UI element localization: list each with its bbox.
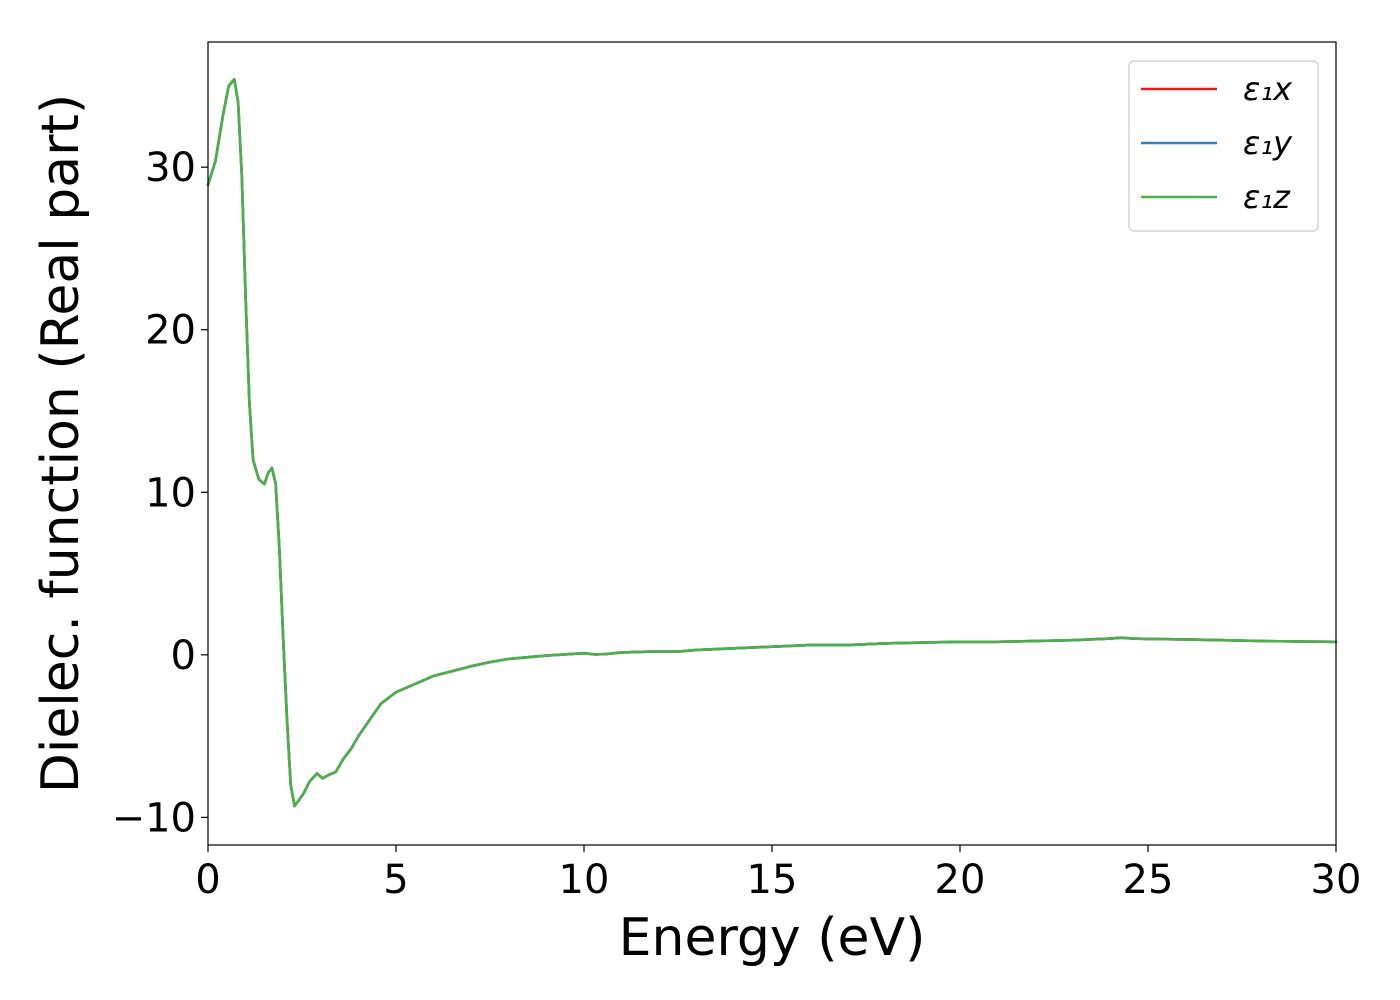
legend: ε₁x ε₁y ε₁z [1128, 60, 1319, 232]
y-tick-label: 10 [145, 470, 196, 516]
legend-label: ε₁x [1243, 70, 1293, 108]
x-tick-label: 0 [195, 857, 220, 903]
legend-label: ε₁y [1243, 124, 1293, 162]
y-tick-label: 30 [145, 145, 196, 191]
x-tick-label: 10 [559, 857, 610, 903]
y-tick-label: 20 [145, 308, 196, 354]
x-tick-label: 20 [935, 857, 986, 903]
x-axis-title: Energy (eV) [619, 908, 926, 968]
x-tick-label: 5 [383, 857, 408, 903]
series-line-3 [206, 78, 1338, 808]
y-axis-title: Dielec. function (Real part) [31, 94, 91, 793]
ticks-layer: 0 5 10 15 20 25 30 −10 0 10 20 30 [112, 145, 1362, 903]
x-tick-label: 15 [747, 857, 798, 903]
x-tick-label: 25 [1123, 857, 1174, 903]
y-tick-label: 0 [171, 633, 196, 679]
legend-box [1128, 60, 1319, 232]
series-layer [206, 78, 1338, 808]
legend-label: ε₁z [1243, 178, 1291, 216]
y-tick-label: −10 [112, 795, 196, 841]
x-tick-label: 30 [1311, 857, 1362, 903]
